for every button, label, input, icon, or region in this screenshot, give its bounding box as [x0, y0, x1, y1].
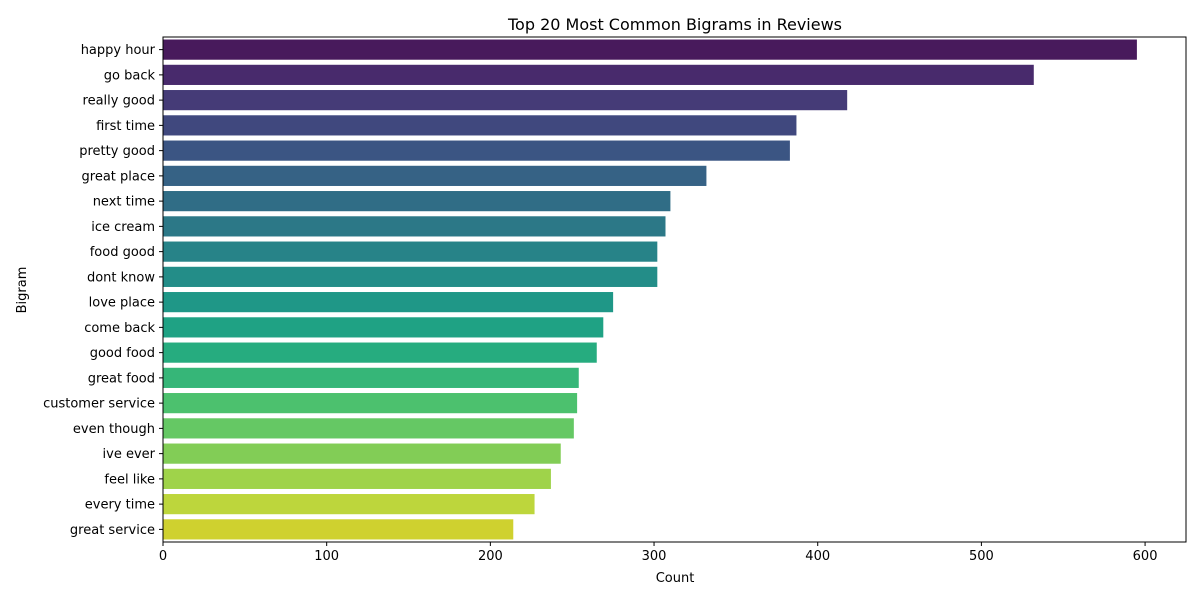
y-tick-label: feel like — [104, 472, 155, 487]
bar-first-time — [163, 115, 797, 136]
x-tick-label: 500 — [969, 549, 994, 564]
x-axis-ticks: 0 100 200 300 400 500 600 — [159, 542, 1158, 564]
bar-next-time — [163, 191, 671, 212]
bar-great-place — [163, 165, 707, 186]
y-tick-label: great place — [82, 169, 155, 184]
y-tick-label: good food — [90, 346, 155, 361]
y-tick-label: love place — [89, 296, 155, 311]
y-tick-label: customer service — [43, 397, 155, 412]
bar-good-food — [163, 342, 597, 363]
axes-frame — [162, 36, 1187, 543]
bar-pretty-good — [163, 140, 790, 161]
y-tick-label: pretty good — [79, 144, 155, 159]
bar-customer-service — [163, 393, 578, 414]
y-tick-label: first time — [96, 119, 155, 134]
x-axis-label: Count — [656, 571, 695, 586]
x-tick-label: 300 — [642, 549, 667, 564]
bar-great-food — [163, 367, 579, 388]
x-tick-label: 0 — [159, 549, 167, 564]
y-tick-label: great service — [70, 523, 155, 538]
bars-layer — [163, 39, 1137, 540]
y-tick-label: ice cream — [91, 220, 155, 235]
bar-love-place — [163, 292, 614, 313]
bar-go-back — [163, 64, 1034, 85]
y-tick-label: dont know — [87, 270, 155, 285]
y-tick-label: great food — [88, 371, 155, 386]
bar-really-good — [163, 90, 848, 111]
bar-food-good — [163, 241, 658, 262]
y-tick-label: happy hour — [81, 43, 156, 58]
y-tick-label: ive ever — [103, 447, 156, 462]
bar-ive-ever — [163, 443, 561, 464]
bar-ice-cream — [163, 216, 666, 237]
y-tick-label: come back — [84, 321, 155, 336]
chart-title: Top 20 Most Common Bigrams in Reviews — [507, 15, 842, 34]
bar-dont-know — [163, 266, 658, 287]
y-tick-label: every time — [85, 498, 155, 513]
bar-every-time — [163, 494, 535, 515]
x-tick-label: 200 — [478, 549, 503, 564]
y-tick-label: really good — [83, 94, 155, 109]
x-tick-label: 600 — [1133, 549, 1158, 564]
x-tick-label: 100 — [314, 549, 339, 564]
x-tick-label: 400 — [805, 549, 830, 564]
bar-great-service — [163, 519, 514, 540]
y-axis-label: Bigram — [15, 267, 30, 314]
y-tick-label: food good — [90, 245, 155, 260]
y-tick-label: go back — [104, 68, 156, 83]
y-axis-ticks: happy hour go back really good first time pr… — [43, 43, 163, 538]
bar-happy-hour — [163, 39, 1137, 60]
plot-frame — [162, 36, 1187, 543]
y-tick-label: even though — [73, 422, 155, 437]
bar-feel-like — [163, 468, 551, 489]
bar-come-back — [163, 317, 604, 338]
bar-even-though — [163, 418, 574, 439]
y-tick-label: next time — [93, 195, 155, 210]
